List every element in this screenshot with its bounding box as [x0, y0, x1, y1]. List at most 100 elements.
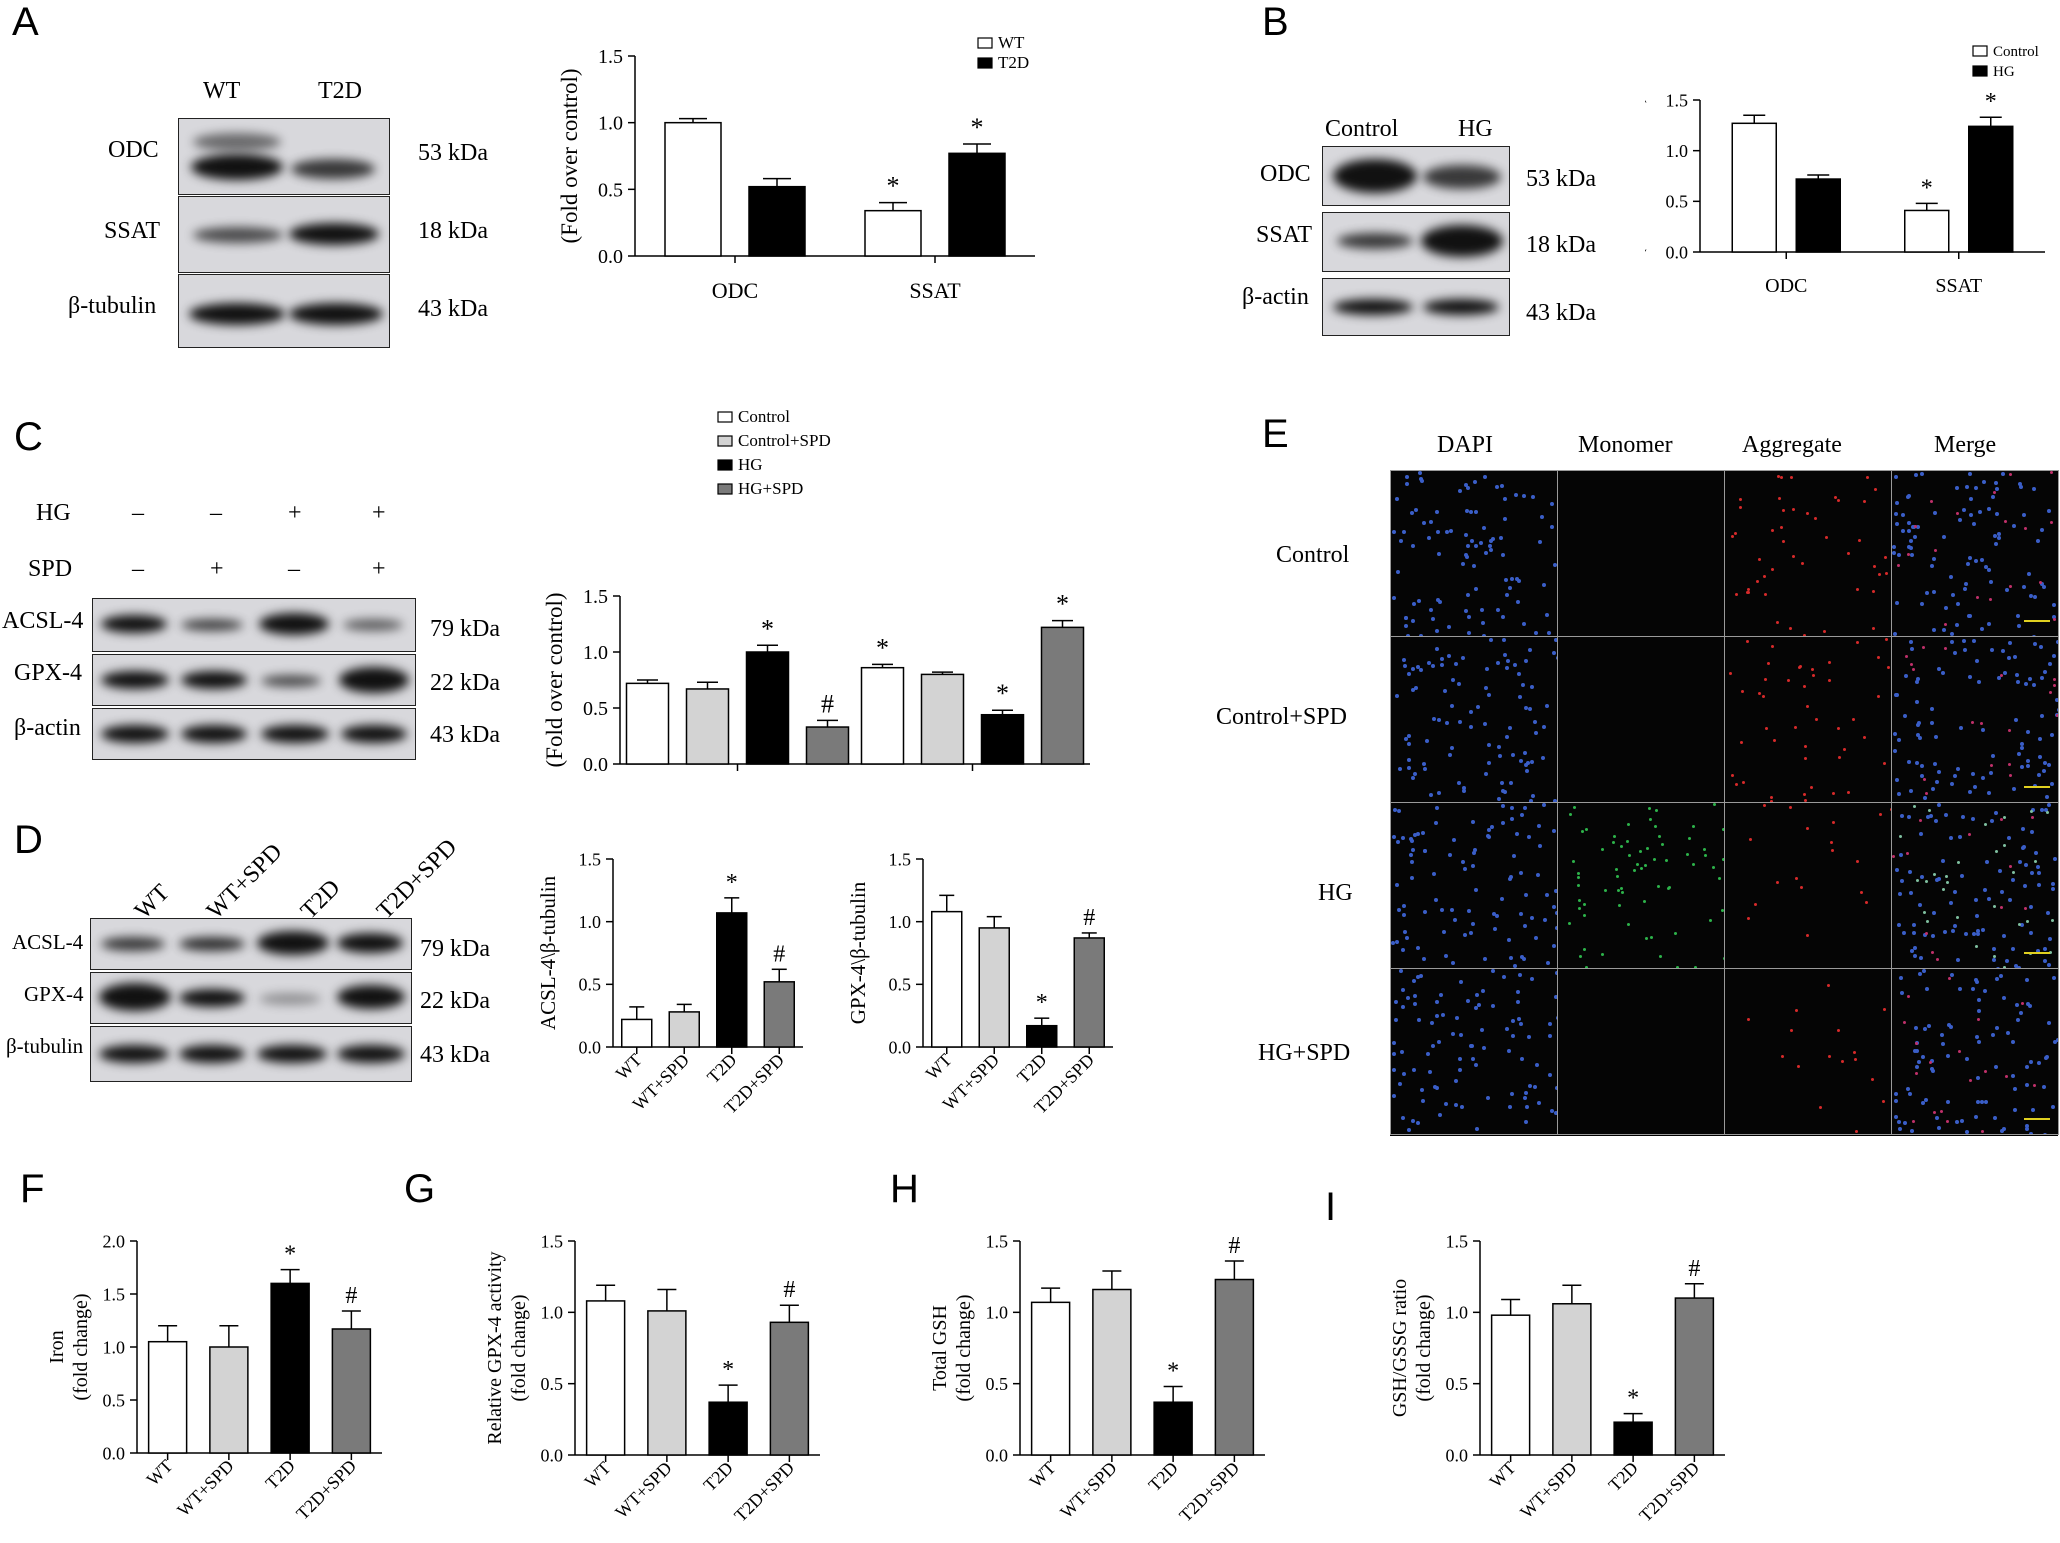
row-label-e-hg-spd: HG+SPD [1258, 1040, 1351, 1066]
chart-d1-ylabel: ACSL-4\β-tubulin [536, 875, 560, 1030]
chart-d1-ytick-label: 1.5 [579, 849, 602, 869]
micrograph-hg-merge [1891, 802, 2059, 969]
lane-label-t2d: T2D [318, 78, 362, 104]
chart-a-ytick-label: 0.0 [598, 246, 623, 268]
chart-c: 0.0 0.5 1.0 1.5 (Fold over control) * # ACSL-4 *… [542, 407, 1090, 790]
chart-b-ylabel: (Fold over control) [1645, 96, 1647, 256]
chart-d2-bar-wt [931, 910, 963, 1048]
chart-h-bar-t2d [1153, 1401, 1193, 1456]
chart-d1-bar-t2d-spd-sig: # [773, 941, 785, 967]
chart-f-xtick-label: T2D+SPD [292, 1456, 360, 1524]
panel-label-a: A [12, 0, 39, 44]
kda-ssat: 18 kDa [418, 218, 488, 244]
chart-h: 0.0 0.5 1.0 1.5 Total GSH (fold change) WTWT+S… [929, 1231, 1265, 1526]
chart-c-legend-label-control-spd: Control+SPD [738, 431, 831, 450]
chart-c-legend-label-hg-spd: HG+SPD [738, 479, 803, 498]
micrograph-hg-spd-merge [1891, 968, 2059, 1135]
col-label-aggregate: Aggregate [1742, 432, 1842, 458]
chart-c-ytick-label: 1.5 [583, 586, 608, 608]
micrograph-control-spd-dapi [1390, 636, 1558, 803]
hg-sign-1: – [132, 500, 144, 526]
chart-g-bar-wt-spd [647, 1310, 687, 1456]
chart-i-xtick-label: T2D [1604, 1458, 1641, 1495]
chart-i: 0.0 0.5 1.0 1.5 GSH/GSSG ratio (fold change) W… [1389, 1231, 1725, 1526]
chart-h-bar-t2d-spd [1214, 1278, 1255, 1456]
kda-beta-tubulin: 43 kDa [418, 296, 488, 322]
chart-g-ytick-label: 0.5 [541, 1374, 564, 1394]
chart-f-bar-wt-spd [209, 1346, 249, 1454]
chart-d2-bar-t2d-spd [1073, 937, 1105, 1048]
chart-g-ylabel: (fold change) [508, 1294, 530, 1401]
chart-c-ytick-label: 1.0 [583, 642, 608, 664]
chart-c-bar-hg-acsl-4-sig: * [761, 614, 774, 643]
chart-f-ytick-label: 0.0 [103, 1443, 126, 1463]
kda-gpx4-d: 22 kDa [420, 988, 490, 1014]
lane-label-control: Control [1325, 116, 1399, 142]
chart-g-xtick-label: WT+SPD [611, 1458, 675, 1522]
chart-h-ylabel: (fold change) [953, 1294, 975, 1401]
chart-c-bar-control-spd-gpx-4 [920, 673, 965, 765]
scale-bar [2024, 952, 2050, 954]
chart-a: 0.0 0.5 1.0 1.5 (Fold over control) ODC * * SSAT… [557, 33, 1035, 303]
chart-h-xtick-label: WT+SPD [1056, 1458, 1120, 1522]
chart-b-ytick-label: 1.0 [1666, 141, 1689, 161]
chart-h-ylabel: Total GSH [929, 1305, 951, 1391]
chart-c-bar-control-acsl-4 [625, 682, 670, 765]
chart-c-bar-hg-acsl-4 [745, 651, 790, 765]
chart-d1-bar-t2d-spd [763, 981, 795, 1048]
panel-label-e: E [1262, 412, 1289, 456]
blot-odc [178, 118, 390, 195]
blot-ssat-b [1322, 212, 1510, 272]
chart-g-ytick-label: 0.0 [541, 1445, 564, 1465]
kda-beta-actin-c: 43 kDa [430, 722, 500, 748]
chart-g-xtick-label: T2D [699, 1458, 736, 1495]
lane-label-hg: HG [1458, 116, 1493, 142]
micrograph-hg-spd-aggregate [1724, 968, 1892, 1135]
chart-h-ytick-label: 0.0 [986, 1445, 1009, 1465]
chart-a-bar-t2d-ssat [948, 152, 1006, 257]
row-label-beta-actin-b: β-actin [1242, 284, 1309, 310]
panel-label-d: D [14, 818, 43, 862]
chart-c-bar-hg-spd-gpx-4 [1040, 626, 1085, 765]
chart-f-bar-t2d-spd-sig: # [345, 1283, 357, 1309]
hg-sign-3: + [288, 500, 302, 526]
chart-c-legend-swatch-hg-spd [717, 483, 733, 495]
chart-a-bar-t2d-odc [748, 185, 806, 257]
panel-label-h: H [890, 1167, 919, 1211]
chart-d1-xtick-label: T2D [703, 1050, 740, 1087]
lane-label-wt: WT [203, 78, 241, 104]
micrograph-control-spd-monomer [1557, 636, 1725, 803]
chart-b-xtick-label: SSAT [1935, 275, 1982, 297]
chart-g-xtick-label: WT [581, 1458, 615, 1492]
chart-a-ylabel: (Fold over control) [557, 68, 582, 243]
panel-label-g: G [404, 1167, 436, 1211]
spd-sign-2: + [210, 556, 224, 582]
chart-b-ytick-label: 0.5 [1666, 192, 1689, 212]
chart-d2-bar-wt-spd [978, 927, 1010, 1048]
chart-d1-bar-wt-spd [668, 1011, 700, 1048]
chart-i-bar-t2d-sig: * [1627, 1386, 1639, 1412]
chart-h-ytick-label: 0.5 [986, 1374, 1009, 1394]
chart-g-ytick-label: 1.0 [541, 1303, 564, 1323]
chart-a-ytick-label: 1.5 [598, 46, 623, 68]
chart-d1-bar-t2d [716, 912, 748, 1048]
lane-label-d-wt-spd: WT+SPD [202, 838, 288, 925]
chart-d1-bar-t2d-sig: * [726, 870, 738, 896]
chart-h-bar-t2d-spd-sig: # [1228, 1233, 1240, 1259]
chart-c-legend-swatch-hg [717, 459, 733, 471]
chart-h-ytick-label: 1.0 [986, 1303, 1009, 1323]
micrograph-hg-monomer [1557, 802, 1725, 969]
blot-acsl4-c [92, 598, 416, 652]
chart-b: 0.0 0.5 1.0 1.5 (Fold over control) ODC * * SSAT… [1645, 44, 2045, 297]
blot-beta-actin-b [1322, 278, 1510, 336]
chart-c-bar-hg-gpx-4 [980, 713, 1025, 765]
row-label-ssat: SSAT [104, 218, 161, 244]
chart-g-bar-t2d-sig: * [722, 1357, 734, 1383]
chart-b-bar-hg-ssat [1968, 125, 2014, 253]
chart-c-legend-swatch-control [717, 411, 733, 423]
chart-i-ytick-label: 1.0 [1446, 1303, 1469, 1323]
blot-beta-tubulin [178, 274, 390, 348]
chart-c-bar-control-gpx-4-sig: * [876, 633, 889, 662]
blot-odc-b [1322, 146, 1510, 206]
chart-a-legend-swatch-t2d [977, 57, 993, 69]
